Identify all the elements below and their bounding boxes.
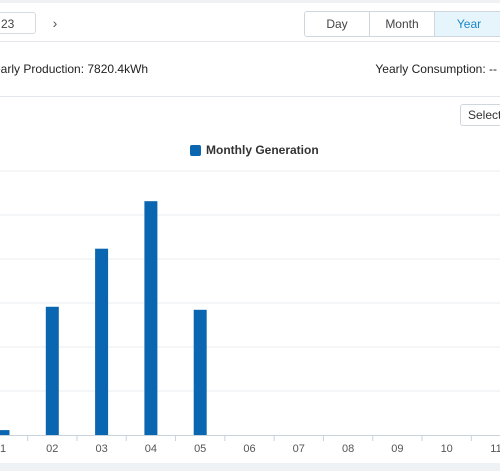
x-tick-label: 05 xyxy=(194,443,206,455)
x-tick-label: 10 xyxy=(441,443,453,455)
chart-panel: 23 › Day Month Year early Production: 78… xyxy=(0,3,500,463)
legend-swatch xyxy=(190,144,201,156)
yearly-production: early Production: 7820.4kWh xyxy=(0,62,149,76)
x-tick-label: 09 xyxy=(391,443,403,455)
x-tick-label: 08 xyxy=(342,443,354,455)
x-tick-label: 11 xyxy=(490,443,500,455)
yearly-consumption: Yearly Consumption: -- xyxy=(375,62,497,76)
bar xyxy=(95,248,109,435)
bar xyxy=(45,306,59,435)
chevron-right-icon[interactable]: › xyxy=(52,15,58,31)
page-background-strip xyxy=(0,463,500,471)
x-tick-label: 03 xyxy=(95,443,107,455)
summary-stats: early Production: 7820.4kWh Yearly Consu… xyxy=(0,42,500,97)
x-tick-label: 06 xyxy=(243,443,255,455)
tab-month[interactable]: Month xyxy=(369,12,434,36)
period-segmented-control: Day Month Year xyxy=(304,11,500,37)
tab-day[interactable]: Day xyxy=(305,12,369,36)
x-tick-label: 07 xyxy=(293,443,305,455)
x-tick-label: 04 xyxy=(145,443,157,455)
toolbar: 23 › Day Month Year xyxy=(0,3,500,42)
chart-legend[interactable]: Monthly Generation xyxy=(190,142,319,158)
x-tick-label: 1 xyxy=(0,443,6,455)
date-picker-input[interactable]: 23 xyxy=(0,12,36,34)
x-tick-label: 02 xyxy=(46,443,58,455)
select-dropdown[interactable]: Select xyxy=(460,104,500,126)
bar xyxy=(193,309,207,435)
tab-year[interactable]: Year xyxy=(434,12,500,36)
bar xyxy=(144,201,158,435)
legend-label: Monthly Generation xyxy=(206,143,319,157)
bar xyxy=(0,430,10,435)
